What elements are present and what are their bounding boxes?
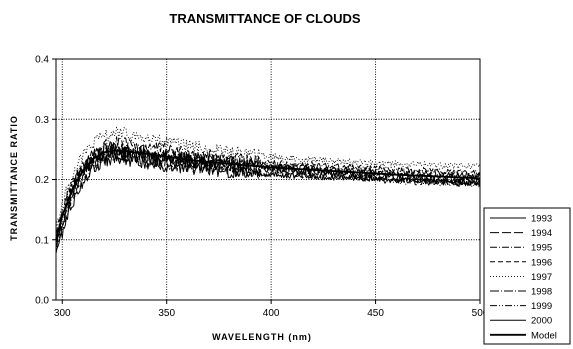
legend-label: 1995	[531, 243, 552, 254]
legend-label: 1997	[531, 272, 552, 283]
legend-label: 1996	[531, 257, 552, 268]
legend: 1993 1994 1995 1996 1997 1998 1999 2000 Model	[484, 208, 570, 344]
y-tick-label: 0.0	[35, 296, 49, 307]
chart-title: TRANSMITTANCE OF CLOUDS	[169, 11, 360, 26]
y-axis-label: TRANSMITTANCE RATIO	[9, 115, 19, 241]
legend-label: Model	[531, 330, 557, 341]
x-tick-label: 400	[263, 308, 280, 319]
y-tick-label: 0.2	[35, 175, 49, 186]
y-tick-label: 0.1	[35, 235, 49, 246]
series-layer	[56, 127, 480, 253]
legend-label: 1998	[531, 287, 552, 298]
legend-label: 1994	[531, 228, 552, 239]
legend-label: 2000	[531, 316, 552, 327]
y-tick-label: 0.4	[35, 55, 49, 66]
legend-label: 1999	[531, 301, 552, 312]
x-axis-label: WAVELENGTH (nm)	[212, 332, 312, 342]
legend-label: 1993	[531, 214, 552, 225]
x-tick-label: 300	[54, 308, 71, 319]
x-tick-label: 450	[367, 308, 384, 319]
y-tick-label: 0.3	[35, 115, 49, 126]
x-tick-label: 350	[158, 308, 175, 319]
